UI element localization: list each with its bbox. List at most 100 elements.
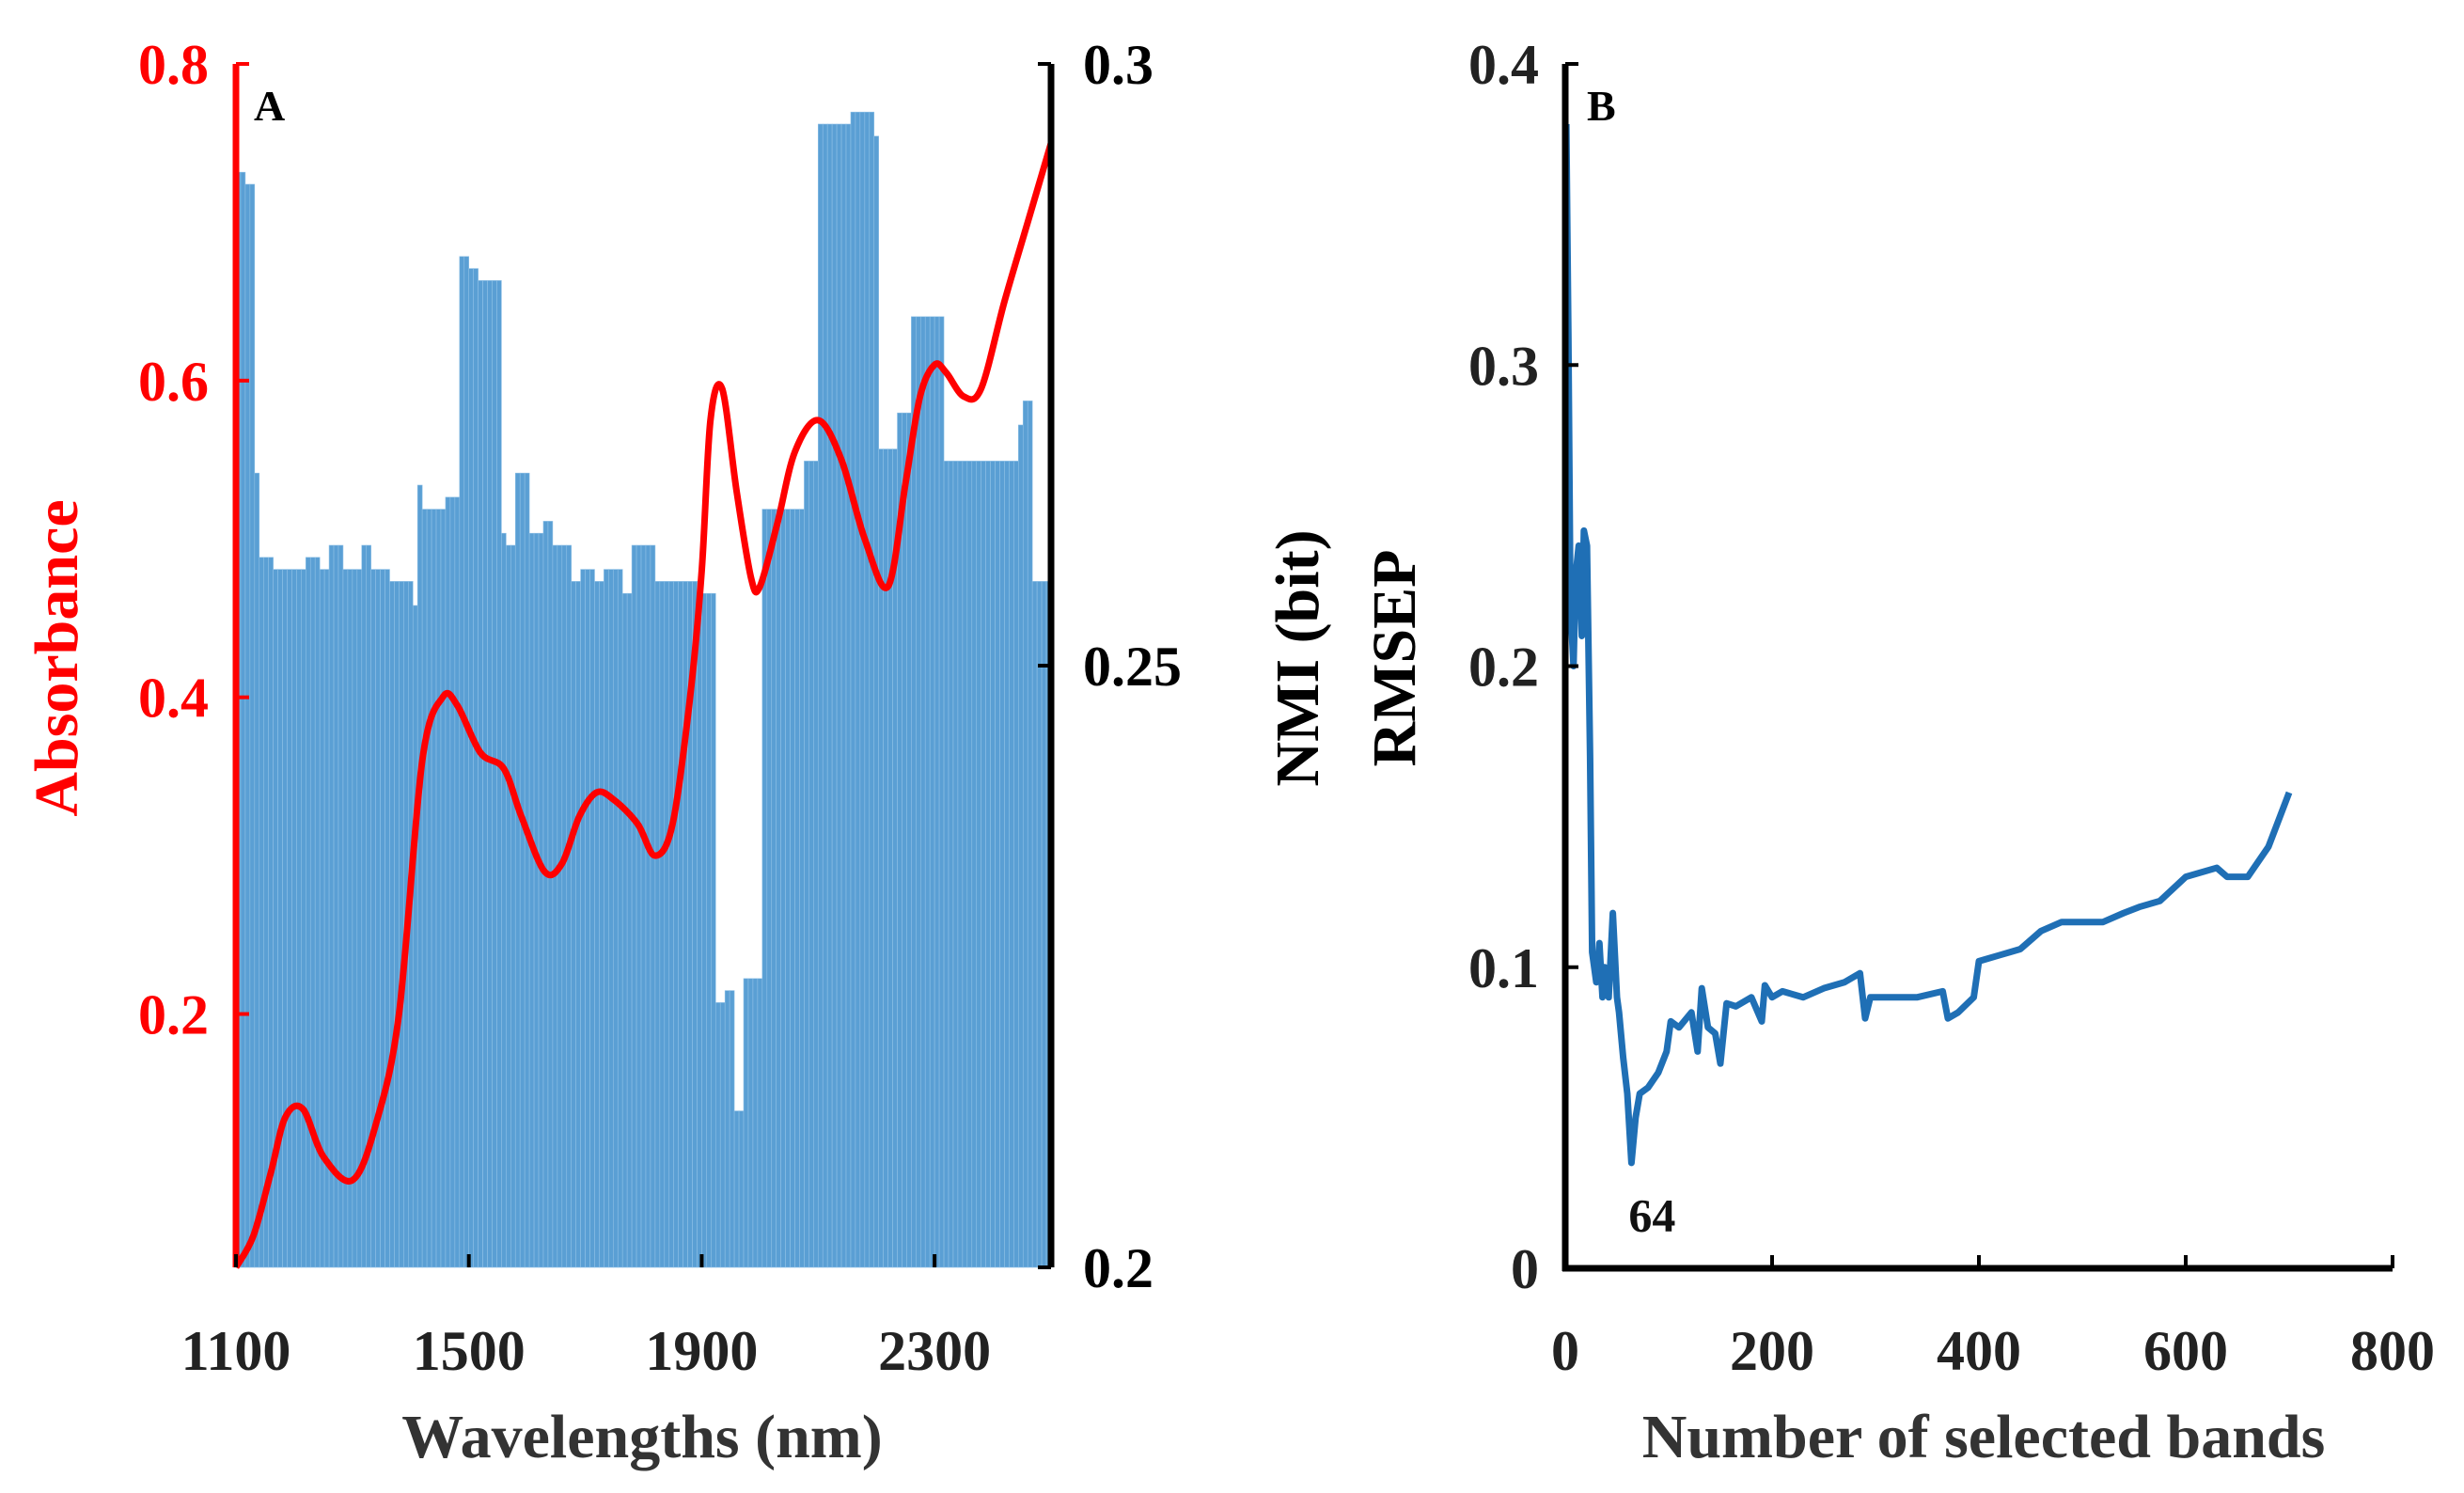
y-tick-label: 0 <box>1511 1238 1539 1300</box>
nmi-bar <box>244 183 251 1268</box>
y-tick-label: 0.3 <box>1468 335 1539 397</box>
nmi-bar <box>916 316 921 1268</box>
nmi-bar <box>962 461 968 1268</box>
nmi-axis-label: NMI (bit) <box>1263 529 1332 786</box>
nmi-bar <box>640 544 647 1268</box>
nmi-bar <box>538 532 544 1268</box>
nmi-bar <box>599 581 604 1268</box>
left-y-tick-label: 0.4 <box>138 668 209 730</box>
y-tick-label: 0.4 <box>1468 34 1539 96</box>
nmi-bar <box>822 123 828 1268</box>
panel-b: 0 200 400 600 800 0 0.1 0.2 0.3 0.4 B Number of s… <box>1360 34 2435 1471</box>
nmi-bar <box>426 509 432 1268</box>
nmi-bar <box>431 509 437 1268</box>
nmi-bar <box>240 171 246 1268</box>
nmi-bar <box>496 280 502 1268</box>
nmi-bar <box>683 581 688 1268</box>
left-y-tick-label: 0.2 <box>138 984 209 1046</box>
nmi-bar <box>981 461 986 1268</box>
nmi-bar <box>826 123 833 1268</box>
nmi-bar <box>817 123 824 1268</box>
nmi-bar <box>542 521 549 1268</box>
right-y-tick-label: 0.25 <box>1083 636 1182 698</box>
panel-a: 1100 1500 1900 2300 0.2 0.4 0.6 0.8 0.2 0.25 0.3 A… <box>23 34 1332 1471</box>
nmi-bar <box>804 461 809 1268</box>
nmi-bar <box>790 509 795 1268</box>
nmi-bar <box>761 509 768 1268</box>
nmi-bar <box>859 111 866 1268</box>
panel-a-x-axis-label: Wavelengths (nm) <box>401 1403 883 1471</box>
nmi-bar <box>836 123 842 1268</box>
nmi-bar <box>506 544 511 1268</box>
nmi-bar <box>254 472 260 1268</box>
nmi-bar <box>1004 461 1010 1268</box>
nmi-bar <box>575 581 581 1268</box>
nmi-bar <box>482 280 488 1268</box>
nmi-bar <box>873 135 879 1268</box>
nmi-bar <box>301 569 306 1268</box>
nmi-bar <box>1031 581 1038 1268</box>
panel-a-ticks: 1100 1500 1900 2300 0.2 0.4 0.6 0.8 0.2 0.25 0.3 <box>138 34 1182 1382</box>
nmi-bar <box>277 569 283 1268</box>
nmi-bar <box>985 461 991 1268</box>
nmi-bar <box>394 581 400 1268</box>
nmi-bar <box>282 569 288 1268</box>
x-tick-label: 200 <box>1730 1320 1814 1382</box>
nmi-bar <box>440 509 447 1268</box>
nmi-bar <box>385 569 390 1268</box>
nmi-bar <box>342 569 349 1268</box>
nmi-bar <box>309 557 316 1268</box>
nmi-bar <box>604 569 609 1268</box>
panel-b-x-axis-label: Number of selected bands <box>1642 1403 2326 1471</box>
nmi-bar <box>995 461 1000 1268</box>
nmi-bar <box>733 1110 740 1268</box>
x-tick-label: 600 <box>2143 1320 2228 1382</box>
nmi-bar <box>701 592 707 1268</box>
x-tick-label: 1900 <box>645 1320 758 1382</box>
nmi-bar <box>948 461 954 1268</box>
nmi-bar <box>747 978 754 1268</box>
nmi-bar <box>617 569 623 1268</box>
nmi-bar <box>1018 424 1024 1268</box>
nmi-bar <box>864 111 871 1268</box>
nmi-bar <box>492 280 497 1268</box>
nmi-bar <box>333 544 339 1268</box>
nmi-bar <box>845 123 852 1268</box>
nmi-bar <box>473 268 479 1268</box>
min-band-annotation: 64 <box>1628 1188 1675 1241</box>
x-tick-label: 1100 <box>181 1320 291 1382</box>
nmi-bar <box>697 581 702 1268</box>
nmi-bar <box>729 990 735 1268</box>
nmi-bar <box>668 581 674 1268</box>
nmi-bar <box>547 521 554 1268</box>
x-tick-label: 800 <box>2350 1320 2435 1382</box>
nmi-bar <box>399 581 404 1268</box>
nmi-bar <box>561 544 568 1268</box>
left-y-tick-label: 0.8 <box>138 34 209 96</box>
nmi-bar <box>594 581 600 1268</box>
nmi-bar <box>370 569 376 1268</box>
nmi-bar <box>296 569 302 1268</box>
nmi-bar <box>706 592 712 1268</box>
nmi-bar <box>463 256 470 1268</box>
rmsep-axis-label: RMSEP <box>1360 550 1429 767</box>
nmi-bar <box>794 509 800 1268</box>
nmi-bar <box>585 569 590 1268</box>
absorbance-axis-label: Absorbance <box>23 499 91 816</box>
nmi-bar <box>352 569 358 1268</box>
nmi-bar <box>724 990 730 1268</box>
nmi-bar <box>659 581 666 1268</box>
nmi-bar <box>412 605 418 1268</box>
nmi-bar <box>645 544 651 1268</box>
nmi-bar <box>626 592 633 1268</box>
nmi-bar <box>459 256 465 1268</box>
nmi-bar <box>291 569 297 1268</box>
nmi-bar <box>636 544 642 1268</box>
nmi-bar <box>528 532 535 1268</box>
nmi-bar <box>738 1110 745 1268</box>
nmi-bar <box>621 592 628 1268</box>
nmi-bar <box>976 461 981 1268</box>
nmi-bar <box>501 532 507 1268</box>
nmi-bars <box>235 111 1052 1268</box>
nmi-bar <box>831 123 838 1268</box>
